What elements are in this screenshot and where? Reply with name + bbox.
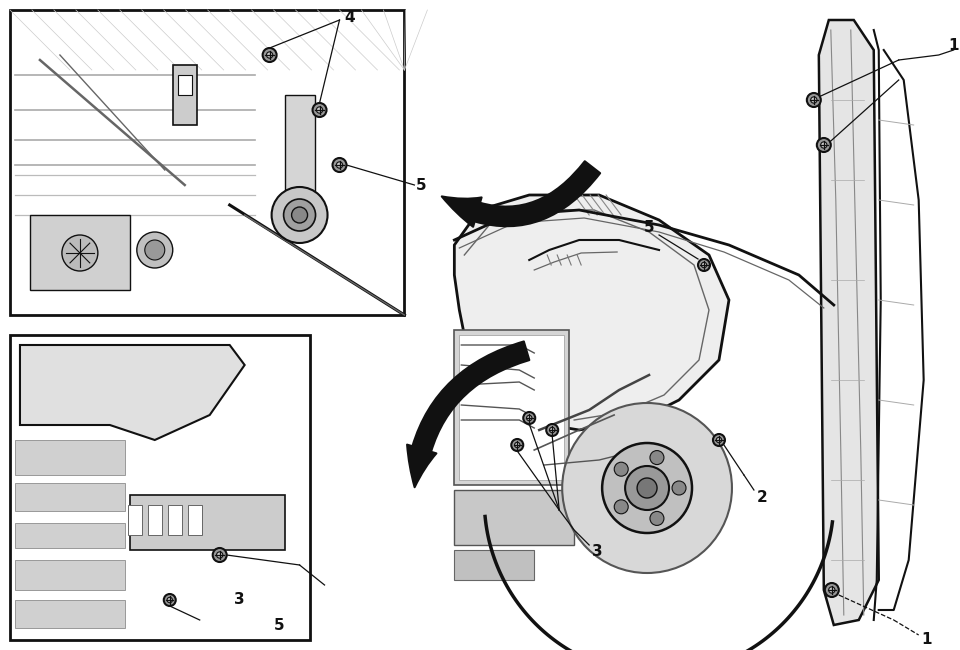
Circle shape — [283, 199, 316, 231]
Circle shape — [602, 443, 692, 533]
Text: 5: 5 — [644, 220, 655, 235]
Circle shape — [336, 162, 343, 168]
Bar — [178, 75, 192, 95]
Circle shape — [332, 158, 347, 172]
Circle shape — [563, 403, 732, 573]
Circle shape — [317, 107, 323, 113]
Circle shape — [526, 415, 532, 421]
Bar — [454, 490, 574, 545]
Circle shape — [821, 142, 827, 148]
Bar — [15, 600, 125, 628]
Circle shape — [546, 424, 558, 436]
Circle shape — [614, 462, 628, 476]
Circle shape — [515, 442, 520, 448]
Circle shape — [217, 552, 223, 558]
Bar — [148, 505, 162, 535]
Bar — [284, 95, 315, 215]
Bar — [188, 505, 202, 535]
FancyArrowPatch shape — [442, 161, 600, 227]
Text: 2: 2 — [756, 491, 767, 506]
Circle shape — [810, 97, 817, 103]
Circle shape — [702, 263, 707, 268]
Bar — [10, 335, 309, 640]
Circle shape — [698, 259, 710, 271]
Circle shape — [292, 207, 307, 223]
Circle shape — [145, 240, 165, 260]
FancyArrowPatch shape — [407, 341, 529, 488]
Polygon shape — [454, 195, 729, 430]
Circle shape — [637, 478, 657, 498]
Circle shape — [650, 512, 664, 525]
Bar — [15, 440, 125, 475]
Circle shape — [625, 466, 669, 510]
Circle shape — [828, 587, 835, 593]
Text: 5: 5 — [275, 618, 285, 632]
Bar — [15, 560, 125, 590]
Circle shape — [167, 597, 173, 603]
Circle shape — [267, 52, 273, 58]
Circle shape — [825, 583, 839, 597]
Circle shape — [716, 437, 722, 443]
Text: 3: 3 — [591, 545, 603, 560]
Circle shape — [523, 412, 536, 424]
Circle shape — [650, 450, 664, 465]
Polygon shape — [819, 20, 878, 625]
Bar — [454, 550, 534, 580]
Bar — [130, 495, 284, 550]
Circle shape — [672, 481, 686, 495]
Circle shape — [806, 93, 821, 107]
Bar — [128, 505, 142, 535]
Bar — [30, 215, 130, 290]
Bar — [15, 483, 125, 511]
Circle shape — [272, 187, 327, 243]
Text: 5: 5 — [416, 177, 426, 192]
Circle shape — [263, 48, 276, 62]
Circle shape — [313, 103, 326, 117]
Polygon shape — [20, 345, 245, 440]
Text: 1: 1 — [922, 632, 932, 647]
Text: 4: 4 — [345, 10, 355, 25]
Bar — [459, 335, 564, 480]
Circle shape — [164, 594, 176, 606]
Bar — [454, 330, 569, 485]
Text: 1: 1 — [948, 38, 959, 53]
Bar — [173, 65, 197, 125]
Circle shape — [549, 427, 555, 433]
Circle shape — [61, 235, 98, 271]
Text: 3: 3 — [234, 593, 245, 608]
Circle shape — [213, 548, 227, 562]
Bar — [10, 10, 404, 315]
Bar — [15, 523, 125, 548]
Circle shape — [512, 439, 523, 451]
Bar — [168, 505, 181, 535]
Circle shape — [614, 500, 628, 514]
Circle shape — [713, 434, 725, 446]
Circle shape — [137, 232, 173, 268]
Circle shape — [817, 138, 830, 152]
